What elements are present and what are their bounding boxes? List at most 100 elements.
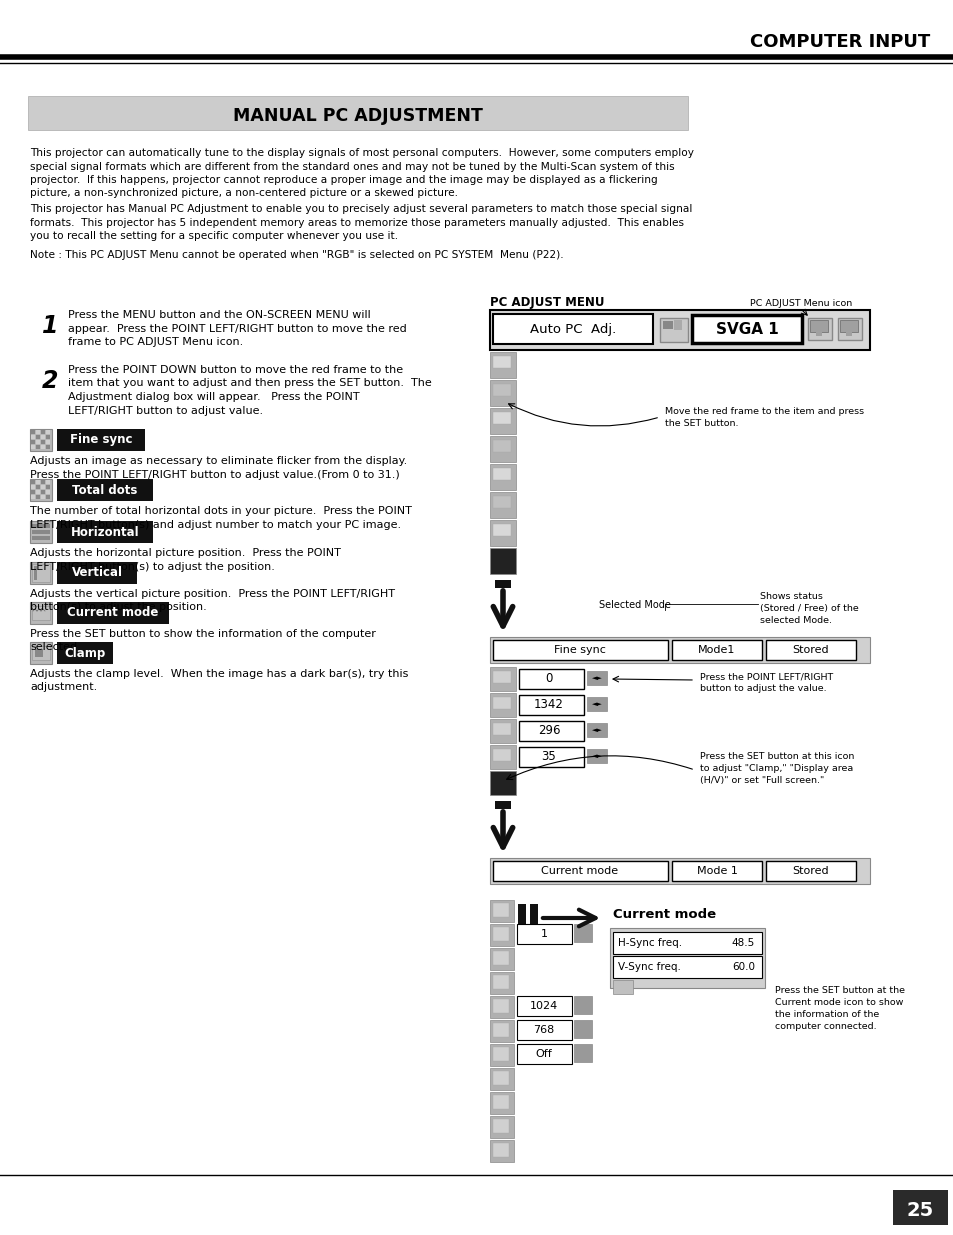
Text: Auto PC  Adj.: Auto PC Adj.	[529, 324, 616, 336]
Bar	[30, 495, 35, 499]
Bar	[517, 1020, 572, 1040]
Text: PC ADJUST Menu icon: PC ADJUST Menu icon	[749, 299, 851, 308]
Bar	[57, 601, 169, 624]
Bar	[41, 490, 45, 494]
Bar	[609, 927, 764, 988]
Bar	[36, 440, 40, 445]
Text: item that you want to adjust and then press the SET button.  The: item that you want to adjust and then pr…	[68, 378, 432, 389]
Bar	[493, 496, 511, 508]
Bar	[30, 479, 52, 501]
Bar	[892, 1191, 947, 1225]
Bar	[46, 480, 50, 484]
Bar	[32, 606, 50, 620]
Bar	[493, 524, 511, 536]
Bar	[32, 564, 50, 582]
Bar	[493, 1095, 509, 1109]
Bar	[493, 903, 509, 918]
Text: formats.  This projector has 5 independent memory areas to memorize those parame: formats. This projector has 5 independen…	[30, 217, 683, 227]
Bar	[840, 320, 857, 332]
Bar	[36, 490, 40, 494]
Bar	[490, 1140, 514, 1162]
Bar	[490, 900, 514, 923]
Bar	[493, 1047, 509, 1061]
Text: selected.: selected.	[30, 642, 81, 652]
Text: Press the SET button at the: Press the SET button at the	[774, 986, 904, 995]
Text: 1: 1	[540, 929, 547, 939]
Text: Current mode: Current mode	[68, 606, 158, 620]
Bar	[517, 924, 572, 944]
Bar	[671, 861, 761, 881]
Text: you to recall the setting for a specific computer whenever you use it.: you to recall the setting for a specific…	[30, 231, 397, 241]
Bar	[57, 642, 112, 664]
Bar	[671, 640, 761, 659]
Text: Adjusts the vertical picture position.  Press the POINT LEFT/RIGHT: Adjusts the vertical picture position. P…	[30, 589, 395, 599]
Bar	[490, 1068, 514, 1091]
Bar	[57, 562, 137, 584]
Bar	[518, 721, 583, 741]
Text: Clamp: Clamp	[64, 646, 106, 659]
Bar	[490, 1044, 514, 1066]
Text: 1024: 1024	[529, 1002, 558, 1011]
Bar	[490, 380, 516, 406]
Bar	[518, 747, 583, 767]
Bar	[490, 520, 516, 546]
Bar	[586, 671, 606, 685]
Bar	[41, 440, 45, 445]
Text: Selected Mode: Selected Mode	[598, 600, 670, 610]
Text: Adjusts the horizontal picture position.  Press the POINT: Adjusts the horizontal picture position.…	[30, 548, 340, 558]
Bar	[30, 435, 35, 438]
Text: MANUAL PC ADJUSTMENT: MANUAL PC ADJUSTMENT	[233, 107, 482, 125]
Bar	[490, 1092, 514, 1114]
Bar	[765, 640, 855, 659]
Bar	[30, 440, 35, 445]
Bar	[490, 548, 516, 574]
Text: Mode 1: Mode 1	[696, 866, 737, 876]
Bar	[57, 429, 145, 451]
Text: ◄►: ◄►	[591, 676, 601, 680]
Bar	[46, 430, 50, 433]
Bar	[613, 932, 761, 953]
Bar	[495, 802, 511, 809]
Polygon shape	[495, 776, 510, 789]
Text: Shows status
(Stored / Free) of the
selected Mode.: Shows status (Stored / Free) of the sele…	[760, 592, 858, 625]
Bar	[46, 445, 50, 450]
Text: ◄►: ◄►	[591, 701, 601, 706]
Bar	[586, 697, 606, 711]
Bar	[46, 435, 50, 438]
Bar	[493, 974, 509, 989]
Bar	[57, 479, 152, 501]
Text: special signal formats which are different from the standard ones and may not be: special signal formats which are differe…	[30, 162, 674, 172]
Text: adjustment.: adjustment.	[30, 683, 97, 693]
Bar	[32, 536, 50, 540]
Bar	[493, 1144, 509, 1157]
Text: Press the MENU button and the ON-SCREEN MENU will: Press the MENU button and the ON-SCREEN …	[68, 310, 371, 320]
Bar	[46, 485, 50, 489]
Text: button(s) to adjust the position.: button(s) to adjust the position.	[30, 603, 207, 613]
Text: V-Sync freq.: V-Sync freq.	[618, 962, 680, 972]
Text: LEFT/RIGHT button to adjust value.: LEFT/RIGHT button to adjust value.	[68, 405, 263, 415]
Text: SVGA 1: SVGA 1	[715, 322, 778, 337]
Text: Note : This PC ADJUST Menu cannot be operated when "RGB" is selected on PC SYSTE: Note : This PC ADJUST Menu cannot be ope…	[30, 249, 563, 259]
Text: projector.  If this happens, projector cannot reproduce a proper image and the i: projector. If this happens, projector ca…	[30, 175, 657, 185]
Bar	[815, 332, 821, 336]
Text: frame to PC ADJUST Menu icon.: frame to PC ADJUST Menu icon.	[68, 337, 243, 347]
Bar	[662, 321, 672, 329]
Text: H-Sync freq.: H-Sync freq.	[618, 939, 681, 948]
Bar	[36, 495, 40, 499]
Text: 1: 1	[42, 314, 58, 338]
Bar	[517, 904, 525, 932]
Bar	[490, 310, 869, 350]
Bar	[57, 521, 152, 543]
Bar	[493, 412, 511, 424]
Bar	[41, 485, 45, 489]
Bar	[493, 999, 509, 1013]
Bar	[36, 485, 40, 489]
Bar	[490, 637, 869, 663]
Bar	[493, 1071, 509, 1086]
Text: This projector has Manual PC Adjustment to enable you to precisely adjust severa: This projector has Manual PC Adjustment …	[30, 204, 692, 214]
Text: Press the POINT LEFT/RIGHT: Press the POINT LEFT/RIGHT	[700, 672, 832, 680]
Text: computer connected.: computer connected.	[774, 1023, 876, 1031]
Bar	[46, 440, 50, 445]
Bar	[493, 640, 667, 659]
Bar	[490, 464, 516, 490]
